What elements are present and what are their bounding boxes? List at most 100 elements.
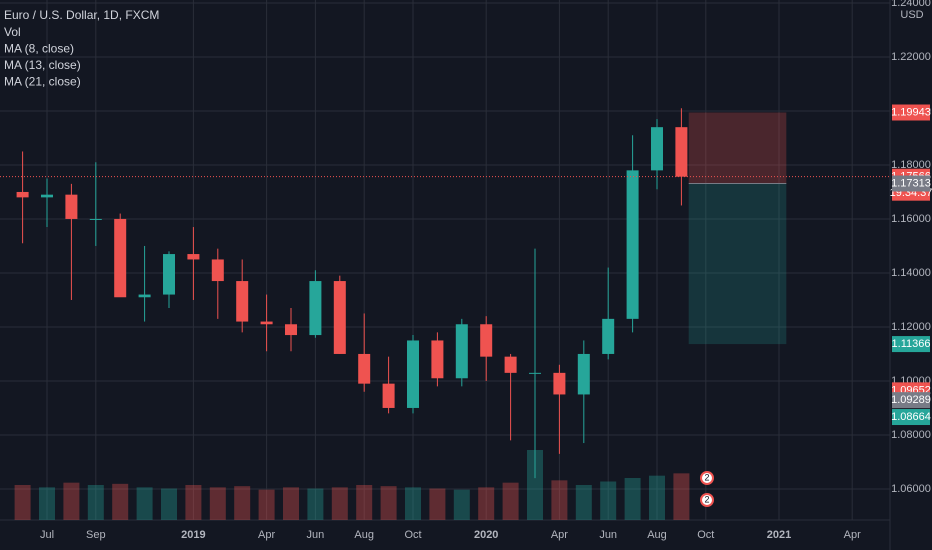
y-tick-label: 1.12000	[891, 321, 931, 333]
event-marker	[700, 493, 714, 507]
candle-body	[236, 281, 249, 322]
volume-bar	[429, 488, 446, 520]
volume-bar	[185, 485, 202, 520]
volume-bar	[136, 487, 153, 520]
candle-body	[602, 318, 615, 354]
price-label: 1.11366	[892, 338, 931, 350]
x-tick-label: Oct	[404, 529, 421, 541]
price-label: 1.09289	[891, 394, 931, 406]
volume-bar	[624, 478, 641, 520]
y-tick-label: 1.22000	[891, 51, 931, 63]
candle-body	[480, 324, 493, 357]
volume-bar	[478, 487, 495, 520]
volume-bar	[527, 450, 543, 520]
y-tick-label: 1.24000	[891, 0, 931, 9]
candle-body	[285, 324, 297, 336]
candle-body	[626, 170, 639, 319]
x-tick-label: Sep	[86, 529, 106, 541]
volume-bar	[87, 485, 104, 520]
volume-bar	[258, 489, 275, 520]
volume-bar	[649, 475, 665, 520]
candle-body	[41, 194, 53, 198]
candle-body	[577, 353, 590, 395]
candle-body	[114, 218, 127, 298]
candle-body	[211, 259, 224, 282]
x-tick-label: Jun	[599, 529, 617, 541]
candle-body	[455, 324, 468, 379]
price-label-bg	[892, 175, 930, 192]
x-tick-label: 2021	[767, 529, 791, 541]
candle-body	[260, 321, 273, 325]
event-count: 2	[704, 494, 709, 504]
volume-bar	[453, 489, 470, 520]
price-label: 1.19943	[891, 106, 931, 118]
volume-bar	[575, 485, 592, 520]
candle-body	[382, 383, 395, 408]
candle-body	[163, 254, 175, 295]
candle-body	[89, 218, 102, 220]
price-label-bg	[892, 336, 930, 353]
volume-bar	[356, 485, 373, 520]
volume-bar	[112, 483, 129, 520]
price-label: 1.17313	[891, 177, 931, 189]
x-tick-label: Aug	[354, 529, 374, 541]
volume-bar	[63, 482, 80, 520]
candle-body	[553, 372, 566, 395]
candle-body	[651, 127, 663, 171]
target-zone	[688, 183, 787, 345]
volume-bar	[673, 473, 690, 520]
candle-body	[65, 194, 78, 219]
y-tick-label: 1.08000	[891, 429, 931, 441]
study-label: MA (8, close)	[4, 42, 74, 56]
volume-bar	[234, 486, 251, 520]
volume-bar	[380, 486, 397, 520]
volume-bar	[209, 487, 226, 520]
candle-body	[504, 356, 517, 373]
x-tick-label: Jun	[307, 529, 325, 541]
study-label: Vol	[4, 25, 21, 39]
x-tick-label: 2020	[474, 529, 498, 541]
x-tick-label: Oct	[697, 529, 714, 541]
study-label: MA (13, close)	[4, 58, 81, 72]
candle-body	[529, 372, 541, 374]
x-tick-label: Aug	[647, 529, 667, 541]
x-tick-label: Jul	[40, 529, 54, 541]
candle-body	[333, 281, 346, 354]
price-label-bg	[892, 409, 930, 426]
volume-bar	[405, 487, 421, 520]
volume-bar	[283, 487, 299, 520]
volume-bar	[502, 482, 519, 520]
volume-bar	[14, 485, 31, 520]
volume-bar	[161, 488, 177, 520]
y-tick-label: 1.14000	[891, 267, 931, 279]
x-tick-label: Apr	[258, 529, 275, 541]
volume-bar	[331, 487, 348, 520]
event-count: 2	[704, 472, 709, 482]
price-label-bg	[892, 392, 930, 409]
candle-body	[675, 127, 688, 177]
event-marker	[700, 471, 714, 485]
x-tick-label: 2019	[181, 529, 205, 541]
volume-bar	[39, 487, 55, 520]
price-label-bg	[892, 104, 930, 121]
y-tick-label: 1.16000	[891, 213, 931, 225]
volume-bar	[307, 488, 324, 520]
candle-body	[358, 353, 371, 384]
volume-bar	[551, 480, 568, 520]
stop-zone	[688, 112, 787, 184]
x-tick-label: Apr	[551, 529, 568, 541]
price-label: 1.08664	[891, 411, 931, 423]
candle-body	[431, 340, 444, 379]
candle-body	[407, 340, 419, 408]
volume-bar	[600, 481, 617, 520]
y-tick-label: 1.06000	[891, 483, 931, 495]
candle-body	[16, 191, 29, 198]
y-tick-label: 1.18000	[891, 159, 931, 171]
currency: USD	[900, 9, 923, 21]
candle-body	[138, 294, 151, 298]
study-label: MA (21, close)	[4, 75, 81, 89]
candle-body	[309, 281, 322, 336]
candle-body	[187, 254, 200, 260]
